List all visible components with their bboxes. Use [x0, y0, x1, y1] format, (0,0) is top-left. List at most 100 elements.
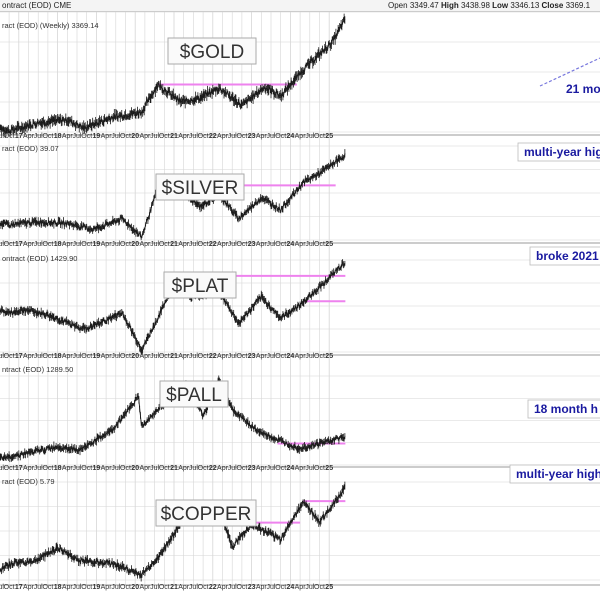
x-tick-label: Jul [150, 584, 159, 591]
x-tick-label: 23 [248, 465, 256, 472]
x-tick-label: Apr [178, 353, 190, 360]
x-tick-label: 25 [325, 241, 333, 248]
x-tick-label: 20 [131, 353, 139, 360]
symbol-tag-box [167, 37, 257, 65]
symbol-tag-box [155, 173, 245, 201]
x-tick-label: Oct [314, 241, 325, 248]
x-tick-label: 22 [209, 241, 217, 248]
x-tick-label: Oct [236, 133, 247, 140]
x-tick-label: 18 [54, 353, 62, 360]
x-tick-label: Apr [217, 241, 229, 248]
x-tick-label: Apr [256, 241, 268, 248]
x-tick-label: Apr [101, 353, 113, 360]
x-tick-label: 22 [209, 353, 217, 360]
x-tick-label: Apr [23, 584, 35, 591]
symbol-tag: $PALL [166, 385, 222, 406]
x-tick-label: 21 [170, 133, 178, 140]
ohlc-header: ontract (EOD) CME Open 3349.47 High 3438… [0, 0, 600, 12]
annotation-label: multi-year hig [524, 145, 600, 159]
x-tick-label: Oct [198, 133, 209, 140]
x-tick-label: Apr [101, 584, 113, 591]
x-tick-label: Apr [217, 133, 229, 140]
x-tick-label: Jul [73, 353, 82, 360]
x-tick-label: 22 [209, 465, 217, 472]
x-tick-label: Oct [120, 133, 131, 140]
symbol-tag: $COPPER [161, 504, 252, 525]
x-tick-label: 21 [170, 465, 178, 472]
panel-subtitle: ract (EOD) 39.07 [2, 144, 59, 153]
x-tick-label: Oct [120, 241, 131, 248]
x-tick-label: 19 [93, 465, 101, 472]
panel-silver: ract (EOD) 39.07 $SILVER multi-year hig Jul… [0, 142, 600, 248]
high-label: High [440, 1, 459, 10]
x-tick-label: 24 [287, 133, 295, 140]
x-tick-label: Jul [228, 353, 237, 360]
x-tick-label: Jul [267, 465, 276, 472]
open-value: 3349.47 [409, 1, 439, 10]
trend-line [539, 57, 600, 87]
x-tick-label: Jul [305, 353, 314, 360]
x-tick-label: Jul [111, 353, 120, 360]
x-tick-label: Apr [217, 584, 229, 591]
x-tick-label: Apr [62, 353, 74, 360]
x-tick-label: Jul [34, 241, 43, 248]
x-tick-label: 21 [170, 353, 178, 360]
low-label: Low [492, 1, 509, 10]
x-tick-label: Apr [295, 353, 307, 360]
x-tick-label: 20 [131, 584, 139, 591]
x-tick-label: Jul [228, 465, 237, 472]
x-tick-label: Oct [81, 465, 92, 472]
x-tick-label: Oct [81, 353, 92, 360]
x-tick-label: Oct [159, 241, 170, 248]
x-tick-label: Oct [159, 465, 170, 472]
x-tick-label: Oct [275, 241, 286, 248]
x-tick-label: Apr [23, 465, 35, 472]
x-tick-label: 25 [325, 133, 333, 140]
x-tick-label: Jul [150, 465, 159, 472]
x-tick-label: Jul [267, 133, 276, 140]
x-tick-label: Apr [62, 584, 74, 591]
annotation-box [517, 142, 600, 162]
x-tick-label: Oct [159, 353, 170, 360]
x-tick-label: Jul [305, 133, 314, 140]
x-tick-label: Apr [101, 241, 113, 248]
x-tick-label: 25 [325, 465, 333, 472]
x-tick-label: Jul [305, 465, 314, 472]
x-tick-label: Oct [4, 353, 15, 360]
x-tick-label: Jul [34, 353, 43, 360]
x-tick-label: Apr [178, 241, 190, 248]
x-tick-label: Jul [228, 584, 237, 591]
x-tick-label: Apr [62, 465, 74, 472]
x-tick-label: Oct [4, 133, 15, 140]
x-tick-label: Oct [4, 465, 15, 472]
x-tick-label: Oct [4, 241, 15, 248]
x-tick-label: Oct [236, 465, 247, 472]
x-tick-label: 22 [209, 584, 217, 591]
x-tick-label: Oct [236, 584, 247, 591]
x-tick-label: Oct [120, 353, 131, 360]
x-tick-label: Oct [120, 584, 131, 591]
x-tick-label: Apr [62, 241, 74, 248]
x-tick-label: Apr [101, 465, 113, 472]
x-tick-label: Jul [228, 241, 237, 248]
x-tick-label: Apr [256, 584, 268, 591]
contract-label: ontract (EOD) CME [2, 1, 72, 10]
x-tick-label: Oct [275, 465, 286, 472]
x-tick-label: Apr [139, 133, 151, 140]
high-value: 3438.98 [460, 1, 490, 10]
x-tick-label: 19 [93, 133, 101, 140]
x-tick-label: Oct [314, 584, 325, 591]
x-tick-label: 17 [15, 133, 23, 140]
x-tick-label: Apr [23, 353, 35, 360]
x-tick-label: 21 [170, 241, 178, 248]
x-tick-label: 24 [287, 465, 295, 472]
x-tick-label: Oct [42, 241, 53, 248]
x-tick-label: Apr [295, 584, 307, 591]
annotation-label: 18 month h [534, 402, 598, 416]
x-tick-label: Apr [139, 584, 151, 591]
x-tick-label: Jul [34, 133, 43, 140]
x-tick-label: Jul [267, 241, 276, 248]
